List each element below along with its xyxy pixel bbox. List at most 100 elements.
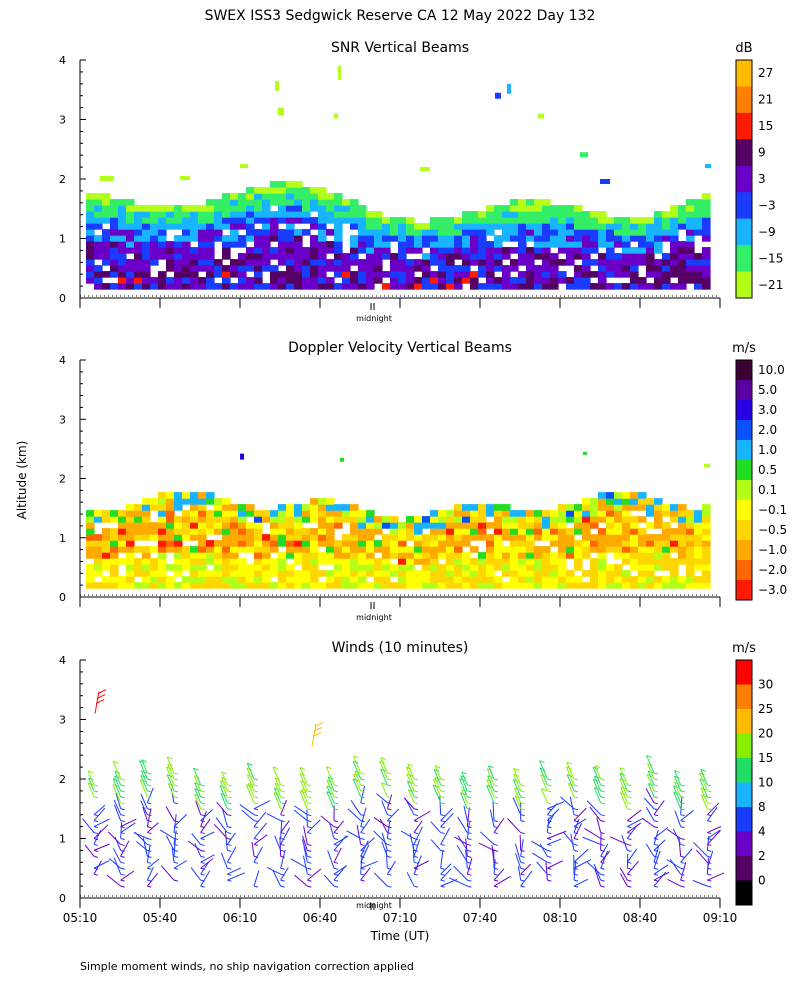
wind-barb	[93, 824, 109, 839]
heatmap-cell	[574, 283, 583, 290]
heatmap-cell	[638, 277, 647, 284]
wind-barb	[280, 867, 285, 870]
wind-barb	[379, 760, 388, 780]
heatmap-cell	[182, 582, 191, 589]
heatmap-cell	[118, 217, 127, 224]
wind-barb	[413, 796, 419, 799]
heatmap-cell	[574, 235, 583, 242]
heatmap-cell	[294, 582, 303, 589]
heatmap-cell	[422, 540, 431, 547]
heatmap-cell	[518, 546, 527, 553]
heatmap-cell	[550, 271, 559, 278]
heatmap-cell	[150, 277, 159, 284]
heatmap-cell	[310, 504, 319, 511]
heatmap-cell	[350, 211, 359, 218]
heatmap-cell	[694, 564, 703, 571]
heatmap-cell	[286, 534, 295, 541]
heatmap-cell	[526, 235, 535, 242]
heatmap-cell	[110, 229, 119, 236]
heatmap-cell	[326, 534, 335, 541]
wind-barb	[173, 860, 187, 869]
heatmap-cell	[438, 576, 447, 583]
wind-barb	[253, 796, 259, 799]
heatmap-cell	[182, 516, 191, 523]
heatmap-cell	[366, 277, 375, 284]
heatmap-cell	[334, 259, 343, 266]
heatmap-cell	[670, 223, 679, 230]
wind-barb	[707, 832, 712, 835]
wind-barb	[356, 824, 362, 845]
heatmap-cell	[374, 558, 383, 565]
heatmap-cell	[566, 277, 575, 284]
colorbar-label: 20	[758, 727, 773, 741]
wind-barb	[247, 762, 253, 766]
heatmap-cell	[406, 516, 415, 523]
heatmap-cell	[230, 211, 239, 218]
wind-barb	[147, 858, 160, 869]
heatmap-cell	[206, 265, 215, 272]
wind-barb	[520, 820, 525, 823]
wind-barb	[413, 790, 419, 793]
wind-barb	[352, 761, 362, 780]
wind-barb	[380, 757, 388, 774]
heatmap-cell	[382, 271, 391, 278]
heatmap-cell	[142, 283, 151, 290]
heatmap-cell	[654, 223, 663, 230]
heatmap-cell	[582, 235, 591, 242]
wind-barb	[593, 775, 602, 792]
heatmap-cell	[254, 528, 263, 535]
heatmap-cell	[542, 552, 551, 559]
heatmap-cell	[222, 223, 231, 230]
heatmap-cell	[238, 570, 247, 577]
heatmap-cell	[190, 247, 199, 254]
heatmap-cell	[334, 546, 343, 553]
heatmap-cell	[486, 540, 495, 547]
colorbar-label: −3	[758, 198, 776, 212]
wind-barb	[216, 801, 228, 816]
wind-barb	[147, 796, 152, 799]
wind-barb	[493, 873, 499, 876]
heatmap-cell	[278, 193, 287, 200]
wind-barb	[226, 846, 237, 863]
heatmap-cell	[606, 522, 615, 529]
heatmap-cell	[422, 229, 431, 236]
heatmap-cell	[286, 217, 295, 224]
heatmap-cell	[422, 283, 431, 290]
heatmap-cell	[334, 265, 343, 272]
wind-barb	[547, 820, 552, 823]
heatmap-cell	[262, 564, 271, 571]
wind-barb	[120, 849, 125, 852]
heatmap-cell	[430, 253, 439, 260]
heatmap-cell	[518, 283, 527, 290]
wind-barb	[333, 826, 339, 829]
heatmap-cell	[414, 259, 423, 266]
heatmap-cell	[422, 564, 431, 571]
wind-barb	[246, 762, 255, 780]
heatmap-cell	[694, 229, 703, 236]
wind-barb	[573, 832, 579, 835]
wind-barb	[600, 850, 609, 869]
wind-barb	[93, 784, 99, 787]
heatmap-cell	[390, 534, 399, 541]
wind-barb	[274, 788, 282, 803]
heatmap-cell	[338, 65, 341, 80]
heatmap-cell	[614, 229, 623, 236]
heatmap-cell	[310, 582, 319, 589]
wind-barb	[467, 784, 472, 787]
heatmap-cell	[310, 199, 319, 206]
heatmap-cell	[422, 546, 431, 553]
heatmap-cell	[150, 217, 159, 224]
wind-barb	[194, 782, 202, 798]
heatmap-cell	[462, 522, 471, 529]
heatmap-cell	[366, 564, 375, 571]
heatmap-cell	[94, 235, 103, 242]
heatmap-cell	[678, 211, 687, 218]
heatmap-cell	[526, 564, 535, 571]
wind-barb	[488, 765, 494, 769]
heatmap-cell	[558, 504, 567, 511]
heatmap-cell	[662, 564, 671, 571]
heatmap-cell	[646, 253, 655, 260]
heatmap-cell	[686, 223, 695, 230]
heatmap-cell	[526, 516, 535, 523]
heatmap-cell	[326, 199, 335, 206]
